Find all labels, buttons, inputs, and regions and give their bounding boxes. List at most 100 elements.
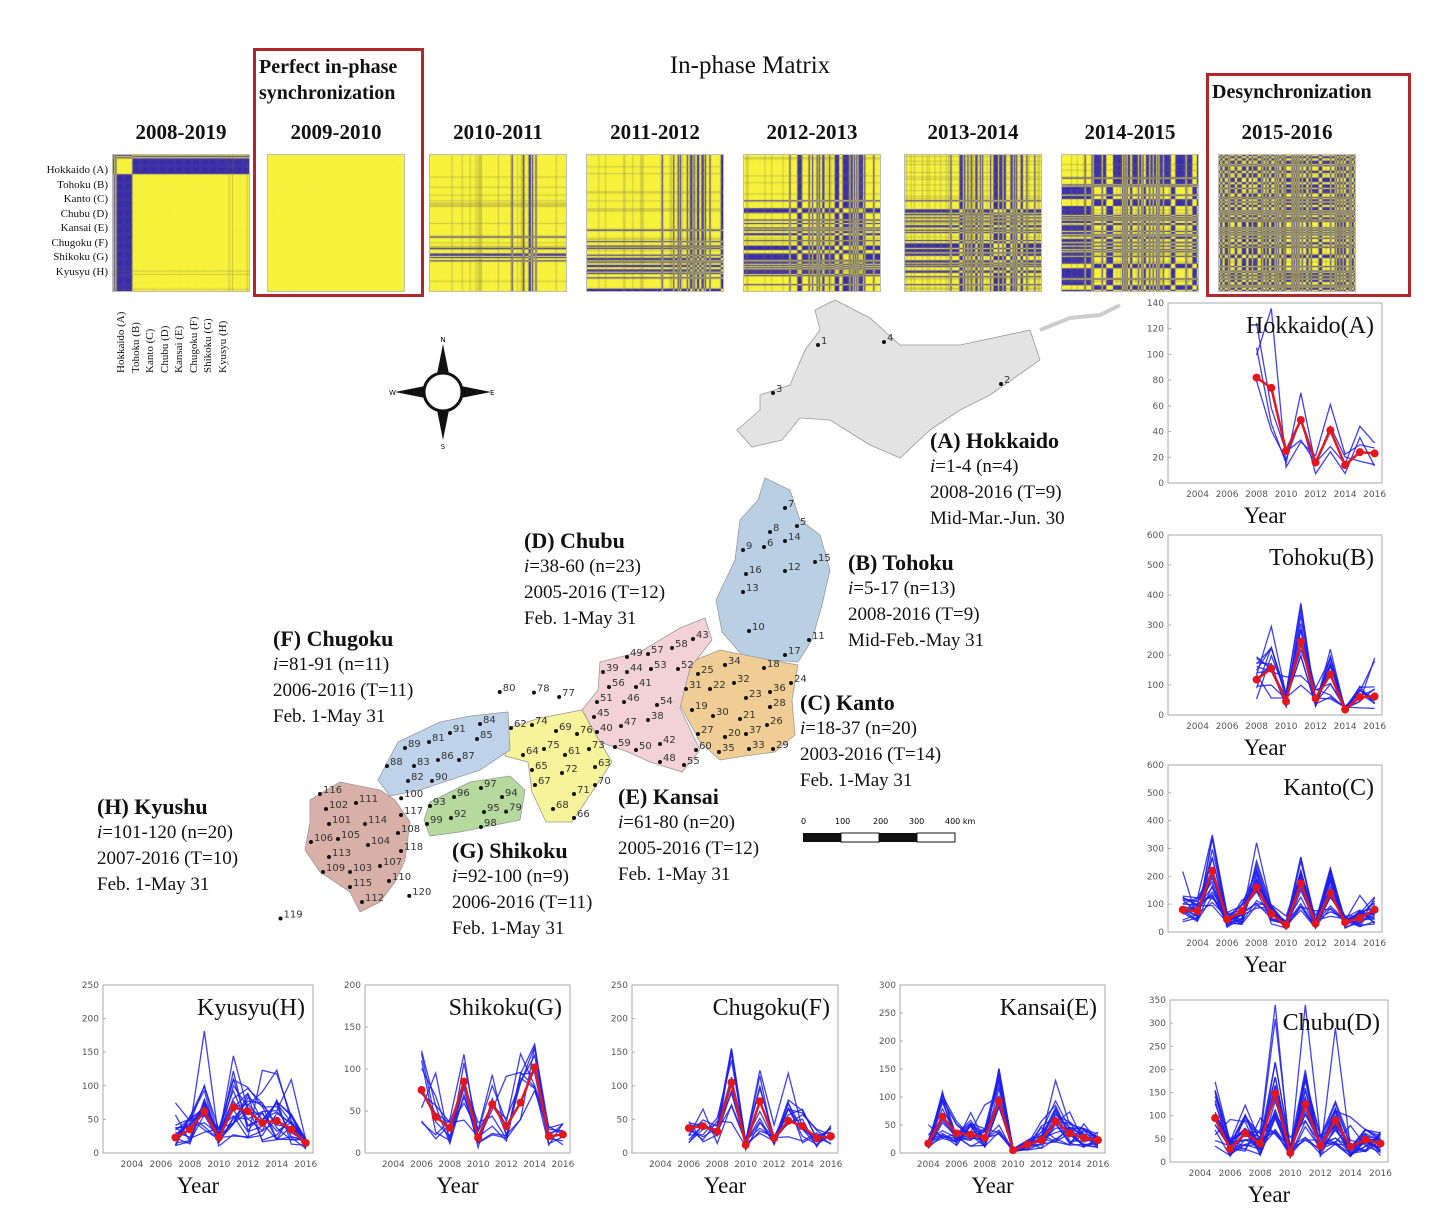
mean-point	[1370, 692, 1379, 701]
station-dot	[762, 545, 766, 549]
station-dot	[324, 807, 328, 811]
station-number: 65	[535, 761, 548, 772]
mean-point	[229, 1103, 238, 1112]
x-tick-label: 2012	[1304, 722, 1327, 732]
station-number: 14	[788, 532, 801, 543]
mean-point	[1311, 694, 1320, 703]
station-number: 45	[597, 708, 610, 719]
station-dot	[560, 771, 564, 775]
x-tick-label: 2012	[763, 1160, 786, 1170]
map-region-C	[679, 649, 799, 761]
station-dot	[327, 822, 331, 826]
station-number: 7	[788, 499, 794, 510]
y-tick-label: 600	[1147, 761, 1164, 771]
y-tick-label: 250	[82, 981, 99, 991]
region-season: Feb. 1-May 31	[618, 864, 731, 885]
chart-chugoku-f: 0 50 100 150 200 250 2004 2006 2008 2010 2012 2014 2…	[611, 981, 843, 1198]
station-number: 105	[341, 830, 360, 841]
mean-point	[1286, 1148, 1295, 1157]
mean-series-line	[174, 1105, 307, 1144]
y-tick-label: 60	[1153, 402, 1165, 412]
station-dot	[399, 796, 404, 801]
station-number: 76	[580, 725, 593, 736]
x-tick-label: 2004	[382, 1160, 405, 1170]
region-info-chubu: (D) Chubu i=38-60 (n=23) 2005-2016 (T=12…	[524, 528, 665, 632]
mean-point	[1370, 449, 1379, 458]
matrix-title: 2012-2013	[766, 120, 858, 144]
station-dot	[601, 670, 605, 674]
station-number: 100	[404, 789, 423, 800]
mean-point	[1252, 675, 1261, 684]
station-dot	[771, 391, 775, 395]
station-number: 106	[314, 833, 333, 844]
region-period: 2008-2016 (T=9)	[848, 604, 980, 625]
mean-point	[1326, 426, 1335, 435]
station-dot	[436, 758, 440, 762]
station-dot	[646, 652, 650, 656]
mean-point	[185, 1125, 194, 1134]
x-tick-label: 2004	[1189, 1169, 1212, 1179]
map-region-B	[715, 477, 831, 663]
station-series-line	[420, 1047, 564, 1151]
mean-point	[1341, 918, 1350, 927]
station-number: 103	[353, 863, 372, 874]
x-tick-label: 2008	[1245, 939, 1268, 949]
station-number: 110	[392, 872, 411, 883]
y-tick-label: 200	[1147, 651, 1164, 661]
station-series-line	[688, 1113, 832, 1148]
station-number: 80	[503, 683, 516, 694]
station-dot	[399, 813, 403, 817]
station-number: 24	[794, 674, 807, 685]
x-tick-label: 2010	[467, 1160, 490, 1170]
region-stations: i=1-4 (n=4)	[930, 456, 1019, 477]
station-dot	[670, 646, 674, 650]
mean-point	[952, 1129, 961, 1138]
y-tick-label: 100	[879, 1093, 896, 1103]
station-dot	[430, 779, 434, 783]
station-number: 12	[788, 562, 801, 573]
x-axis-label: Year	[1244, 735, 1287, 760]
station-series-line	[688, 1070, 832, 1143]
scale-tick: 200	[873, 817, 888, 826]
mean-point	[544, 1132, 553, 1141]
station-number: 69	[559, 722, 572, 733]
compass-west: W	[389, 389, 396, 397]
station-number: 50	[639, 741, 652, 752]
station-number: 61	[568, 746, 581, 757]
station-number: 85	[480, 730, 493, 741]
y-tick-label: 150	[344, 1023, 361, 1033]
station-number: 66	[577, 809, 590, 820]
x-tick-label: 2008	[178, 1160, 201, 1170]
mean-point	[1282, 921, 1291, 930]
mean-point	[1361, 1135, 1370, 1144]
y-tick-label: 20	[1153, 453, 1165, 463]
station-number: 78	[537, 684, 550, 695]
row-label: Shikoku (G)	[53, 251, 108, 263]
mean-point	[1208, 866, 1217, 875]
y-tick-label: 100	[344, 1065, 361, 1075]
mean-point	[1355, 693, 1364, 701]
chart-kanto-c: 0 100 200 300 400 500 600 2004 2006 2008 2010 2012 2…	[1147, 761, 1387, 977]
region-info-shikoku: (G) Shikoku i=92-100 (n=9) 2006-2016 (T=…	[452, 838, 592, 942]
station-number: 74	[535, 716, 548, 727]
region-stations: i=101-120 (n=20)	[97, 822, 233, 843]
y-tick-label: 250	[1149, 1042, 1166, 1052]
station-number: 16	[749, 565, 762, 576]
x-tick-label: 2014	[1334, 722, 1357, 732]
y-tick-label: 400	[1147, 591, 1164, 601]
x-tick-label: 2012	[495, 1160, 518, 1170]
x-tick-label: 2008	[1249, 1169, 1272, 1179]
region-period: 2007-2016 (T=10)	[97, 848, 239, 869]
y-tick-label: 150	[879, 1065, 896, 1075]
station-series-line	[174, 1069, 307, 1146]
in-phase-matrix-heatmap	[586, 154, 724, 292]
station-dot	[533, 783, 537, 787]
x-tick-label: 2012	[1309, 1169, 1332, 1179]
highlight-box	[253, 48, 424, 297]
station-dot	[595, 700, 599, 704]
station-dot	[509, 726, 513, 730]
y-tick-label: 200	[1147, 872, 1164, 882]
station-number: 109	[326, 863, 345, 874]
region-info-kanto: (C) Kanto i=18-37 (n=20) 2003-2016 (T=14…	[800, 690, 941, 794]
chart-title: Chugoku(F)	[713, 995, 830, 1021]
